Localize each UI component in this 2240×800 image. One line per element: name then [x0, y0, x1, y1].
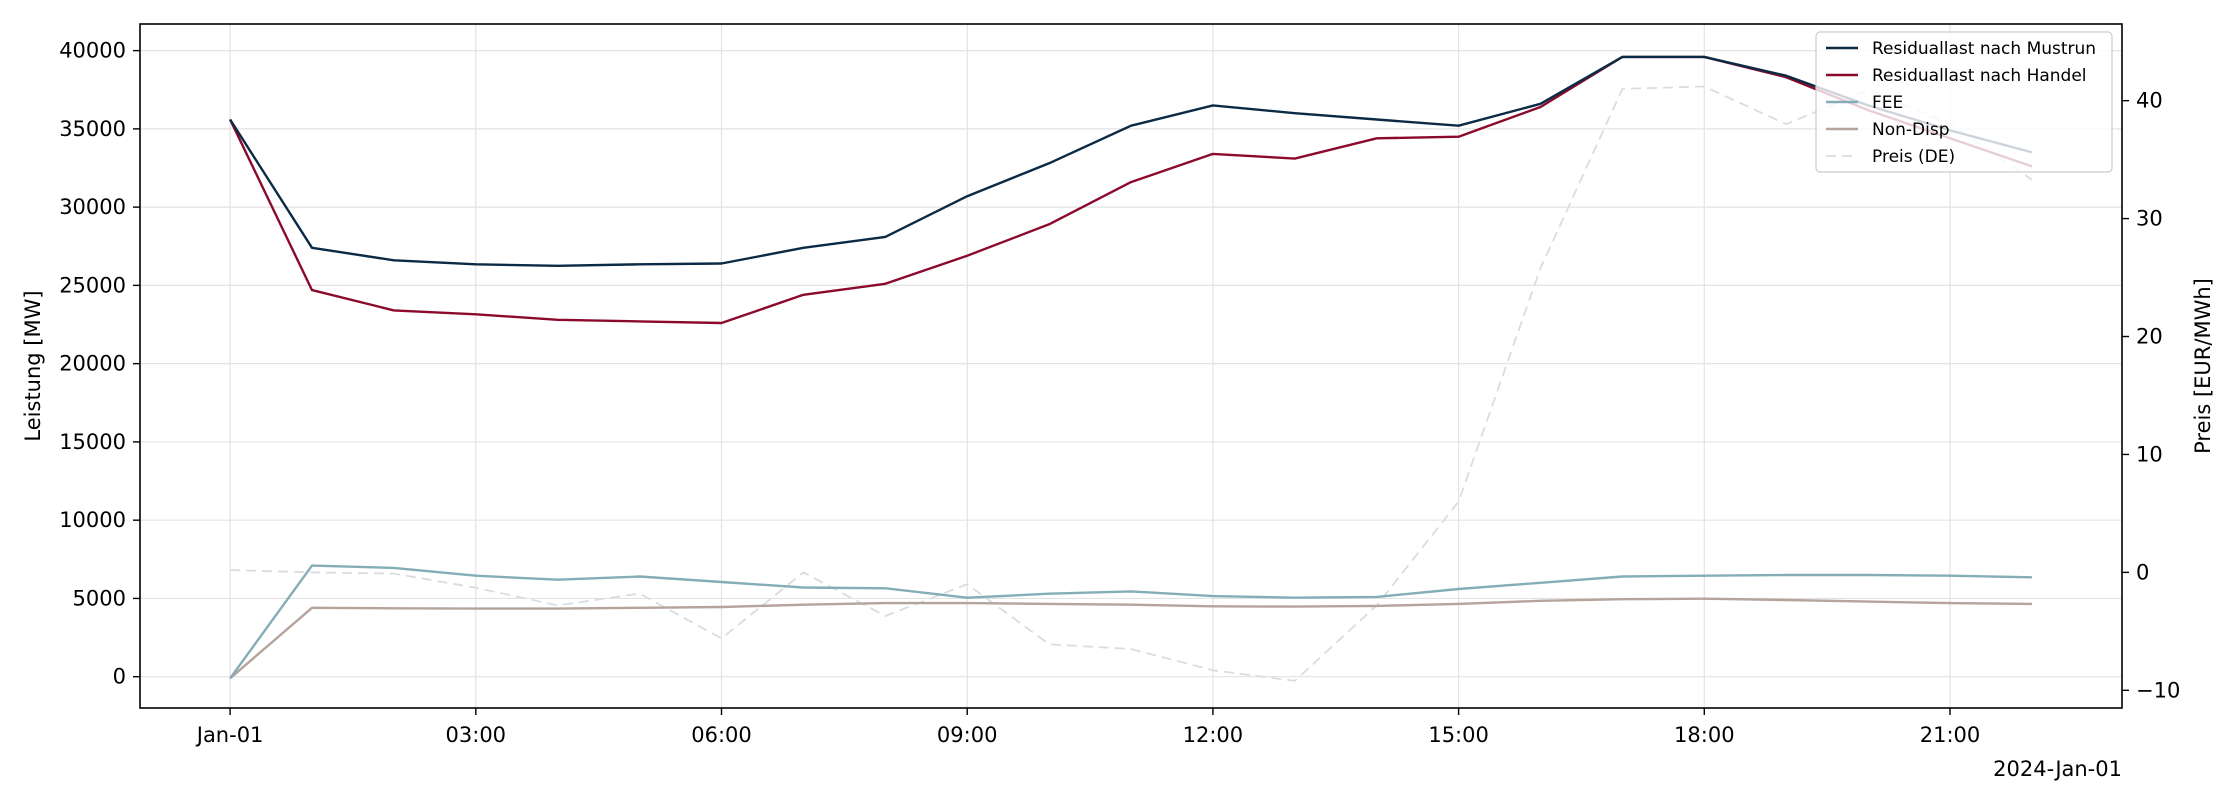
- legend-label: Residuallast nach Mustrun: [1872, 39, 2096, 59]
- x-tick-label: 21:00: [1920, 723, 1981, 747]
- y-tick-label: 10000: [59, 508, 126, 532]
- legend-label: Residuallast nach Handel: [1872, 66, 2087, 86]
- y-axis-right: −10 0 10 20 30 40: [2122, 89, 2180, 702]
- y-tick-label: 0: [113, 665, 126, 689]
- plot-frame: [139, 23, 2123, 709]
- series-line-4: [230, 85, 2033, 682]
- y-axis-left: 0 5000 10000 15000 20000 25000 30000 35000 40000: [59, 39, 140, 689]
- y-tick-label: 5000: [73, 586, 126, 610]
- legend-label: Preis (DE): [1872, 147, 1955, 167]
- y-tick-label: 25000: [59, 273, 126, 297]
- legend: Residuallast nach Mustrun Residuallast na…: [1815, 31, 2113, 173]
- y-tick-label: 15000: [59, 430, 126, 454]
- y2-tick-label: 40: [2136, 89, 2163, 113]
- y2-tick-label: 20: [2136, 325, 2163, 349]
- y-tick-label: 30000: [59, 195, 126, 219]
- y2-tick-label: 10: [2136, 442, 2163, 466]
- x-axis-offset-label: 2024-Jan-01: [1993, 757, 2122, 781]
- legend-box: [1815, 31, 2113, 173]
- x-tick-label: 03:00: [446, 723, 507, 747]
- y2-tick-label: −10: [2136, 678, 2180, 702]
- x-tick-label: 12:00: [1183, 723, 1244, 747]
- series-lines: [229, 55, 2033, 682]
- y-tick-label: 35000: [59, 117, 126, 141]
- grid: [140, 24, 2122, 708]
- series-line-0: [229, 55, 2033, 267]
- y2-tick-label: 0: [2136, 560, 2149, 584]
- x-axis: Jan-01 03:00 06:00 09:00 12:00 15:00 18:00 21:0…: [195, 708, 1981, 747]
- x-tick-label: 18:00: [1674, 723, 1735, 747]
- series-line-3: [229, 597, 2032, 680]
- x-tick-label: 06:00: [691, 723, 752, 747]
- x-tick-label: 15:00: [1428, 723, 1489, 747]
- y-axis-title: Leistung [MW]: [21, 290, 45, 441]
- y-tick-label: 20000: [59, 352, 126, 376]
- x-tick-label: Jan-01: [195, 723, 264, 747]
- legend-label: FEE: [1872, 93, 1903, 113]
- series-line-1: [229, 55, 2033, 325]
- x-tick-label: 09:00: [937, 723, 998, 747]
- legend-label: Non-Disp: [1872, 120, 1950, 140]
- series-line-2: [229, 564, 2032, 680]
- y2-axis-title: Preis [EUR/MWh]: [2191, 278, 2215, 454]
- y-tick-label: 40000: [59, 39, 126, 63]
- y2-tick-label: 30: [2136, 207, 2163, 231]
